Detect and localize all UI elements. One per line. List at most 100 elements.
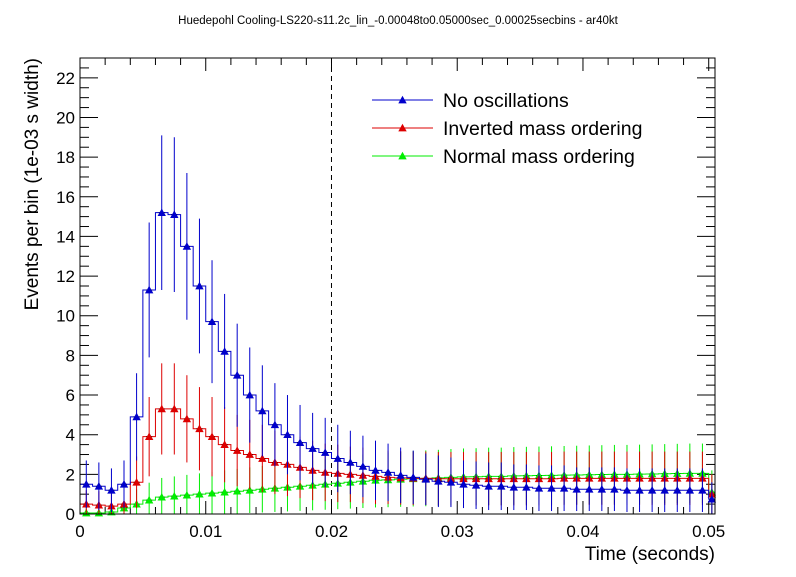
data-point (82, 480, 91, 488)
data-point (157, 404, 166, 413)
y-tick-label: 14 (56, 227, 75, 246)
data-point (245, 390, 254, 399)
data-point (534, 484, 544, 492)
data-point (195, 424, 204, 433)
data-point (245, 486, 254, 494)
data-point (707, 494, 717, 503)
data-point (647, 486, 657, 494)
data-point (107, 486, 116, 494)
data-point (585, 485, 594, 493)
data-point (270, 420, 280, 429)
data-point (547, 484, 556, 492)
data-point (459, 480, 468, 488)
data-point (660, 486, 669, 494)
axis-ticks (79, 57, 715, 515)
x-axis-label: Time (seconds) (585, 544, 715, 565)
plot-frame (79, 57, 716, 515)
data-series (80, 58, 717, 517)
data-point (232, 371, 242, 379)
legend-marker (398, 95, 407, 104)
data-point (346, 458, 355, 466)
data-point (170, 404, 179, 413)
data-point (446, 478, 456, 486)
data-point (94, 482, 104, 490)
series-no-oscillations (80, 135, 717, 514)
data-point (396, 471, 405, 479)
data-point (283, 430, 292, 439)
x-tick-label: 0.02 (315, 522, 348, 541)
y-tick-label: 20 (56, 108, 75, 127)
data-point (144, 432, 154, 441)
data-point (195, 489, 204, 498)
data-point (157, 492, 166, 501)
data-point (182, 242, 192, 250)
data-point (471, 481, 481, 489)
data-point (572, 485, 581, 493)
data-point (673, 486, 682, 494)
data-point (434, 477, 443, 485)
y-tick-label: 12 (56, 267, 75, 286)
y-tick-label: 8 (66, 346, 75, 365)
y-tick-label: 2 (66, 465, 75, 484)
y-tick-label: 6 (66, 386, 75, 405)
x-tick-label: 0.05 (692, 522, 725, 541)
data-point (258, 406, 267, 415)
data-point (597, 485, 607, 493)
data-point (698, 486, 707, 494)
data-point (333, 454, 342, 462)
data-point (207, 488, 217, 497)
y-tick-label: 0 (66, 505, 75, 524)
data-point (320, 448, 330, 456)
data-point (245, 450, 254, 458)
data-point (484, 482, 493, 490)
series-step-line (80, 408, 715, 507)
x-tick-label: 0 (75, 522, 84, 541)
legend-entry: No oscillations (443, 90, 569, 112)
series-step-line (80, 212, 715, 500)
data-point (220, 487, 229, 496)
series-inverted-mass-ordering (80, 363, 717, 514)
data-point (220, 440, 229, 448)
data-point (144, 285, 154, 294)
data-point (371, 466, 380, 474)
y-tick-label: 18 (56, 148, 75, 167)
data-point (622, 486, 632, 494)
data-point (132, 478, 141, 486)
legend-entry: Inverted mass ordering (443, 118, 642, 140)
y-tick-label: 10 (56, 307, 75, 326)
y-axis-label: Events per bin (1e-03 s width) (22, 58, 43, 310)
series-step-line (80, 472, 715, 514)
legend-marker (398, 123, 407, 132)
data-point (144, 495, 154, 504)
data-point (232, 446, 242, 454)
data-point (295, 438, 305, 446)
y-tick-label: 16 (56, 188, 75, 207)
data-point (170, 210, 179, 218)
data-point (685, 486, 695, 494)
data-point (207, 432, 217, 441)
x-tick-label: 0.01 (189, 522, 222, 541)
data-point (409, 473, 418, 481)
legend-entry: Normal mass ordering (443, 146, 635, 168)
legend-marker (398, 151, 407, 160)
data-point (195, 281, 204, 290)
y-tick-label: 4 (66, 426, 75, 445)
data-point (308, 444, 317, 452)
data-point (497, 482, 506, 490)
data-point (383, 468, 393, 476)
data-point (232, 487, 242, 495)
data-point (220, 347, 229, 355)
data-point (610, 485, 619, 493)
legend: No oscillations Inverted mass ordering Nor… (372, 90, 642, 168)
data-point (170, 491, 179, 500)
data-point (421, 475, 430, 483)
data-point (559, 484, 569, 492)
x-tick-label: 0.04 (566, 522, 599, 541)
data-point (182, 414, 192, 423)
x-tick-label: 0.03 (441, 522, 474, 541)
data-point (522, 483, 531, 491)
data-point (358, 462, 368, 470)
data-point (635, 486, 644, 494)
